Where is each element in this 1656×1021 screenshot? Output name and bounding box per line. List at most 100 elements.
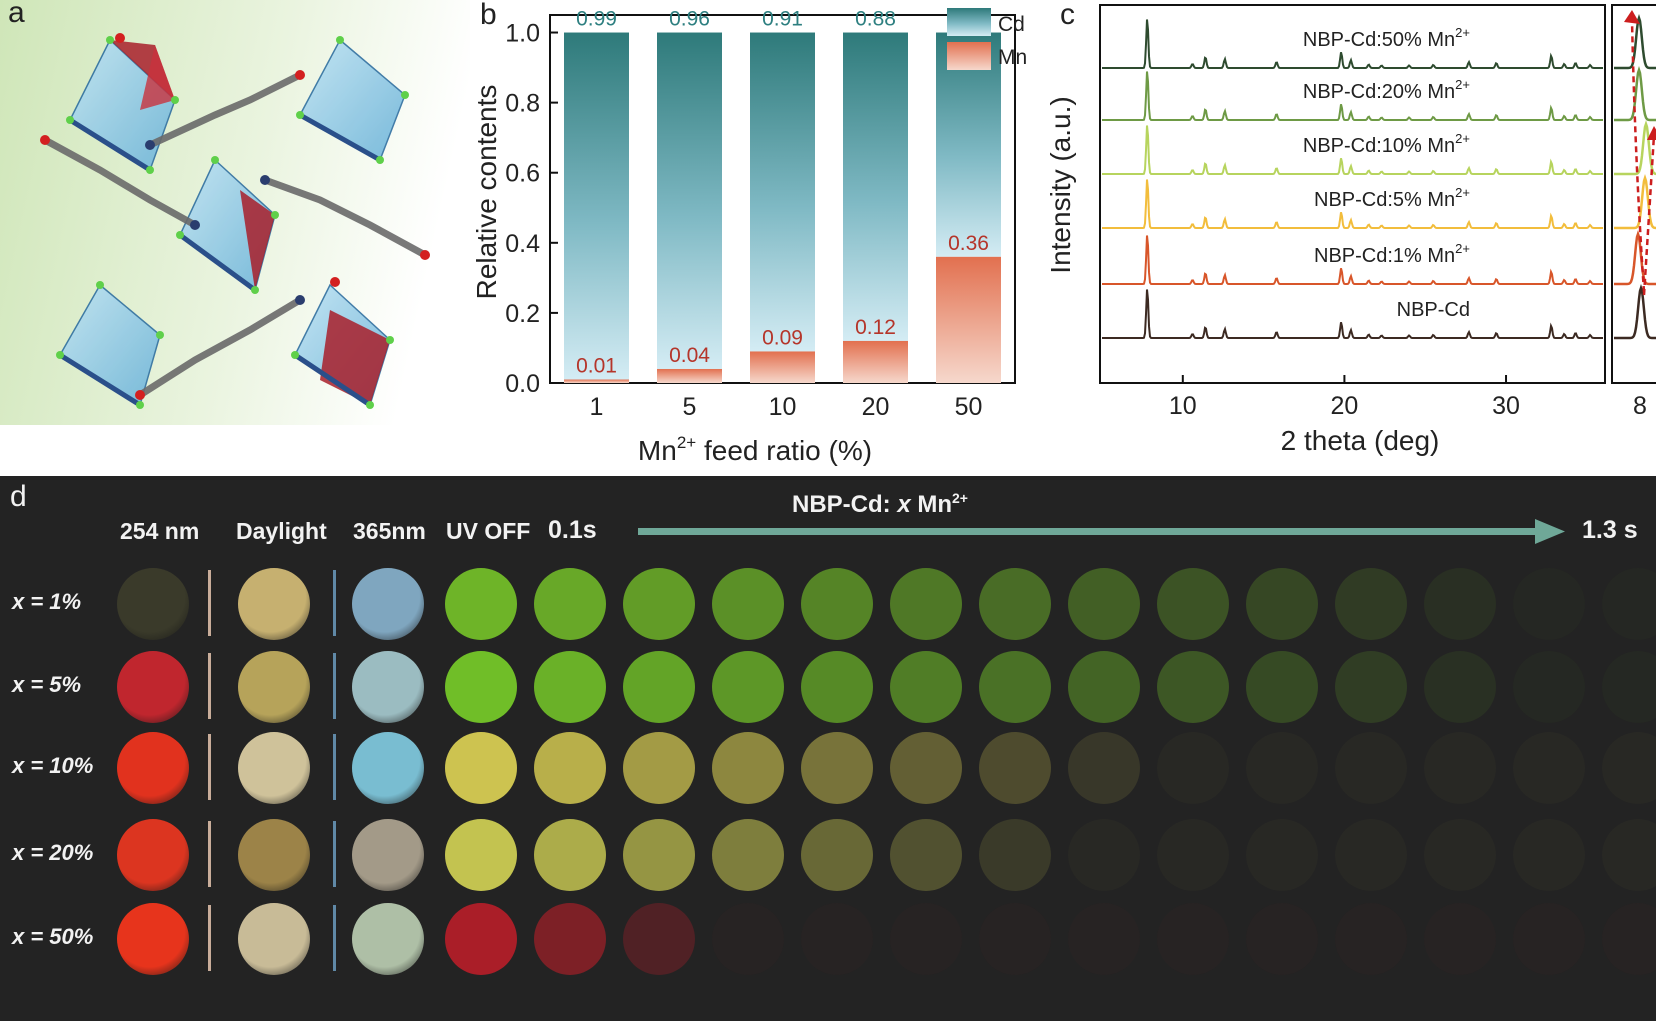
sample-photo [238,651,310,723]
afterglow-photo [979,732,1051,804]
time-end-label: 1.3 s [1582,516,1638,544]
afterglow-photo [1424,651,1496,723]
panel-d-letter: d [10,480,27,513]
bar-cd [843,32,908,341]
data-label-mn: 0.01 [576,354,617,377]
afterglow-photo [1424,819,1496,891]
afterglow-photo [801,732,873,804]
x-tick-label: 50 [955,393,983,421]
x-tick-label: 5 [683,393,697,421]
xrd-inset-trace [1614,284,1656,340]
sample-photo [238,819,310,891]
sample-photo [352,732,424,804]
sample-photo [352,819,424,891]
afterglow-photo [1513,732,1585,804]
xrd-trace [1102,19,1603,69]
trace-label: NBP-Cd:10% Mn2+ [1303,131,1470,157]
afterglow-photo [890,568,962,640]
bar-mn [843,340,908,383]
afterglow-photo [623,732,695,804]
data-label-cd: 0.88 [855,8,896,31]
afterglow-photo [445,568,517,640]
afterglow-photo [712,651,784,723]
y-tick-label: 1.0 [505,20,540,48]
y-tick-label: 0.6 [505,160,540,188]
afterglow-photo [445,903,517,975]
afterglow-photo [890,903,962,975]
panel-b-letter: b [480,0,497,31]
afterglow-photo [623,903,695,975]
x-axis-label: 2 theta (deg) [1281,425,1440,456]
organic-ligand [136,296,304,399]
afterglow-photo [1157,819,1229,891]
afterglow-photo [1157,651,1229,723]
data-label-cd: 0.99 [576,8,617,31]
sample-photo [352,903,424,975]
panel-a: a [0,0,470,425]
sample-photo [238,732,310,804]
sample-photo [352,568,424,640]
afterglow-photo [623,651,695,723]
trace-label: NBP-Cd [1397,299,1470,321]
xrd-trace [1102,179,1603,229]
bar-cd [657,32,722,369]
separator-line [208,570,211,636]
sample-photo [238,903,310,975]
afterglow-photo [1335,819,1407,891]
afterglow-photo [1602,568,1656,640]
y-tick-label: 0.0 [505,370,540,398]
trace-label: NBP-Cd:1% Mn2+ [1314,241,1470,267]
afterglow-photo [1424,568,1496,640]
afterglow-photo [801,903,873,975]
legend-label-mn: Mn [998,46,1027,69]
row-label: x = 10% [12,753,94,778]
afterglow-photo [445,651,517,723]
xrd-trace [1102,71,1603,121]
afterglow-photo [979,903,1051,975]
sample-photo [117,651,189,723]
separator-line [333,570,336,636]
afterglow-photo [890,732,962,804]
peak-shift-arrow [1630,19,1646,293]
afterglow-photo [712,732,784,804]
legend-label-cd: Cd [998,13,1025,36]
stacked-bar-chart: 0.0 0.2 0.4 0.6 0.8 1.0 1 5 10 20 50 0.99 0.01 0.96 0… [471,8,1027,466]
arrow-head-icon [1624,10,1640,24]
afterglow-photo [623,819,695,891]
afterglow-photo [1513,651,1585,723]
trace-label: NBP-Cd:20% Mn2+ [1303,77,1470,103]
organic-ligand [261,176,429,259]
afterglow-photo [1513,819,1585,891]
afterglow-photo [890,819,962,891]
afterglow-photo [1602,819,1656,891]
separator-line [208,905,211,971]
y-axis-label: Intensity (a.u.) [1045,96,1076,273]
trace-label: NBP-Cd:5% Mn2+ [1314,185,1470,211]
separator-line [208,653,211,719]
bar-cd [564,32,629,380]
afterglow-photo [1513,568,1585,640]
xrd-inset-trace [1614,174,1656,230]
bar-mn [936,256,1001,383]
afterglow-photo [1157,732,1229,804]
afterglow-photo [1068,732,1140,804]
afterglow-photo [534,819,606,891]
afterglow-photo [890,651,962,723]
xrd-inset-trace [1614,230,1656,286]
afterglow-photo [1424,732,1496,804]
panel-b: b 0.0 0.2 0.4 0.6 0.8 1.0 1 5 10 20 50 0.99 0.01 0.9… [470,0,1030,470]
data-label-cd: 0.91 [762,8,803,31]
bar-mn [564,379,629,383]
afterglow-photo [1068,651,1140,723]
xrd-trace [1102,289,1603,339]
xrd-trace [1102,235,1603,285]
organic-ligand [146,71,304,149]
y-tick-label: 0.2 [505,300,540,328]
afterglow-photo [623,568,695,640]
row-label: x = 20% [12,840,94,865]
separator-line [208,734,211,800]
afterglow-photo [1246,568,1318,640]
separator-line [333,821,336,887]
afterglow-photo [1246,903,1318,975]
separator-line [333,653,336,719]
